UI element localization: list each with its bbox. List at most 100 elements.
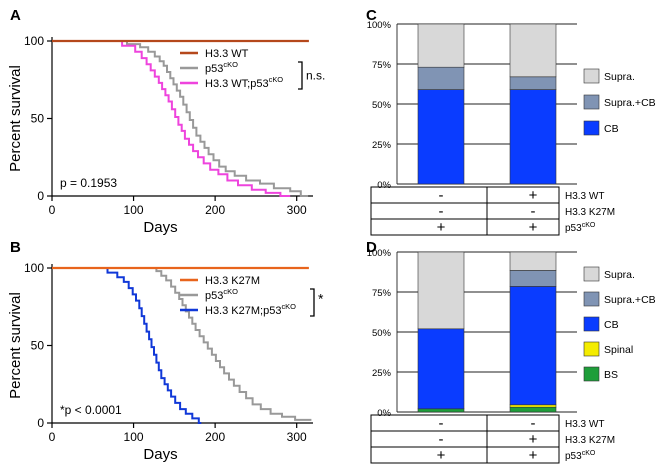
y-tick-label: 100% <box>367 248 392 259</box>
genotype-sign: + <box>529 187 538 204</box>
y-tick-label: 0 <box>37 189 44 203</box>
legend-entry: H3.3 K27M;p53cKO <box>205 302 296 317</box>
y-tick-label: 0% <box>377 180 391 191</box>
genotype-row-label: H3.3 K27M <box>565 435 615 446</box>
panel-label-d: D <box>366 239 377 256</box>
legend-entry: p53cKO <box>205 60 238 75</box>
genotype-table-border <box>370 186 560 236</box>
y-tick-label: 0 <box>37 416 44 430</box>
stacked-bar-chart-d: 0% 25% 50% 75% 100% Supra. Supra.+CB CB Spinal BS… <box>367 248 656 464</box>
genotype-row-label: p53cKO <box>565 222 596 234</box>
x-tick-label: 100 <box>124 203 144 217</box>
legend-entry-text: H3.3 WT;p53 <box>205 78 269 90</box>
x-tick-label: 0 <box>49 203 56 217</box>
bar-segment-cb <box>509 89 557 185</box>
genotype-table-border <box>370 414 560 464</box>
genotype-row-label-text: p53 <box>565 223 582 234</box>
legend-entry: H3.3 WT;p53cKO <box>205 75 283 90</box>
x-axis-label: Days <box>143 446 177 463</box>
legend-entry-text: H3.3 WT <box>205 48 249 60</box>
legend-entry: CB <box>604 319 619 331</box>
x-tick-label: 200 <box>205 430 225 444</box>
genotype-sign: + <box>437 447 446 464</box>
survival-curve-2 <box>52 267 312 421</box>
significance-label: * <box>318 291 324 307</box>
x-axis-label: Days <box>143 219 177 236</box>
y-tick-label: 75% <box>372 60 392 71</box>
bar-segment-supra <box>509 23 557 78</box>
genotype-row-label: H3.3 WT <box>565 191 604 202</box>
legend-entry: CB <box>604 123 619 135</box>
y-axis-label: Percent survival <box>7 292 24 399</box>
genotype-row-label-text: H3.3 WT <box>565 419 604 430</box>
legend-entry-text: H3.3 K27M <box>205 275 260 287</box>
legend-entry-text: H3.3 K27M;p53 <box>205 305 281 317</box>
panel-label-c: C <box>366 7 377 24</box>
survival-chart-a: 0 50 100 0 100 200 300 Days Percent survival H3.3… <box>7 34 325 236</box>
genotype-sign: + <box>437 219 446 236</box>
legend-swatch <box>583 341 600 357</box>
panel-label-b: B <box>10 239 21 256</box>
y-tick-label: 0% <box>377 408 391 419</box>
significance-label: n.s. <box>306 69 325 83</box>
bar-segment-supra-cb <box>417 66 465 90</box>
legend-entry: Supra.+CB <box>604 294 656 306</box>
y-tick-label: 25% <box>372 140 392 151</box>
y-tick-label: 75% <box>372 288 392 299</box>
genotype-sign: - <box>439 415 444 432</box>
legend-entry: Supra. <box>604 269 635 281</box>
genotype-row-label-text: p53 <box>565 451 582 462</box>
bar-segment-bs <box>417 408 465 413</box>
y-tick-label: 50 <box>31 339 45 353</box>
bar-segment-supra-cb <box>509 76 557 90</box>
y-tick-label: 50% <box>372 100 392 111</box>
panel-label-a: A <box>10 7 21 24</box>
legend-entry-sup: cKO <box>223 287 238 296</box>
genotype-sign: - <box>439 187 444 204</box>
legend-entry: Supra. <box>604 71 635 83</box>
x-tick-label: 300 <box>287 430 307 444</box>
legend-entry-sup: cKO <box>269 75 284 84</box>
x-tick-label: 0 <box>49 430 56 444</box>
genotype-row-label: H3.3 WT <box>565 419 604 430</box>
y-tick-label: 50 <box>31 112 45 126</box>
legend-entry: Supra.+CB <box>604 97 656 109</box>
bar-segment-cb <box>509 286 557 406</box>
y-tick-label: 100 <box>24 261 44 275</box>
y-tick-label: 25% <box>372 368 392 379</box>
x-tick-label: 200 <box>205 203 225 217</box>
genotype-row-label-text: H3.3 K27M <box>565 435 615 446</box>
genotype-sign: - <box>531 203 536 220</box>
genotype-row-label-sup: cKO <box>582 450 596 457</box>
bar-segment-cb <box>417 89 465 185</box>
legend-swatch <box>583 266 600 282</box>
x-tick-label: 300 <box>287 203 307 217</box>
legend-entry: BS <box>604 369 618 381</box>
y-tick-label: 100% <box>367 20 392 31</box>
y-tick-label: 100 <box>24 34 44 48</box>
legend-swatch <box>583 94 600 110</box>
legend-swatch <box>583 366 600 382</box>
legend-entry: Spinal <box>604 344 633 356</box>
bar-segment-cb <box>417 328 465 410</box>
legend-entry: H3.3 WT <box>205 48 249 60</box>
legend-swatch <box>583 120 600 136</box>
genotype-row-label-text: H3.3 K27M <box>565 207 615 218</box>
genotype-sign: - <box>531 415 536 432</box>
significance-bracket <box>310 288 315 317</box>
bar-segment-supra-cb <box>509 270 557 287</box>
bar-segment-supra <box>417 23 465 68</box>
bar-segment-supra <box>509 251 557 271</box>
bar-segment-spinal <box>509 404 557 408</box>
y-tick-label: 50% <box>372 328 392 339</box>
p-value-annotation: p = 0.1953 <box>60 176 117 190</box>
legend-entry-sup: cKO <box>223 60 238 69</box>
genotype-row-label-sup: cKO <box>582 222 596 229</box>
bar-segment-bs <box>509 406 557 413</box>
survival-curve-3 <box>52 40 291 197</box>
genotype-sign: + <box>529 431 538 448</box>
legend-entry-text: p53 <box>205 290 223 302</box>
genotype-sign: - <box>439 203 444 220</box>
